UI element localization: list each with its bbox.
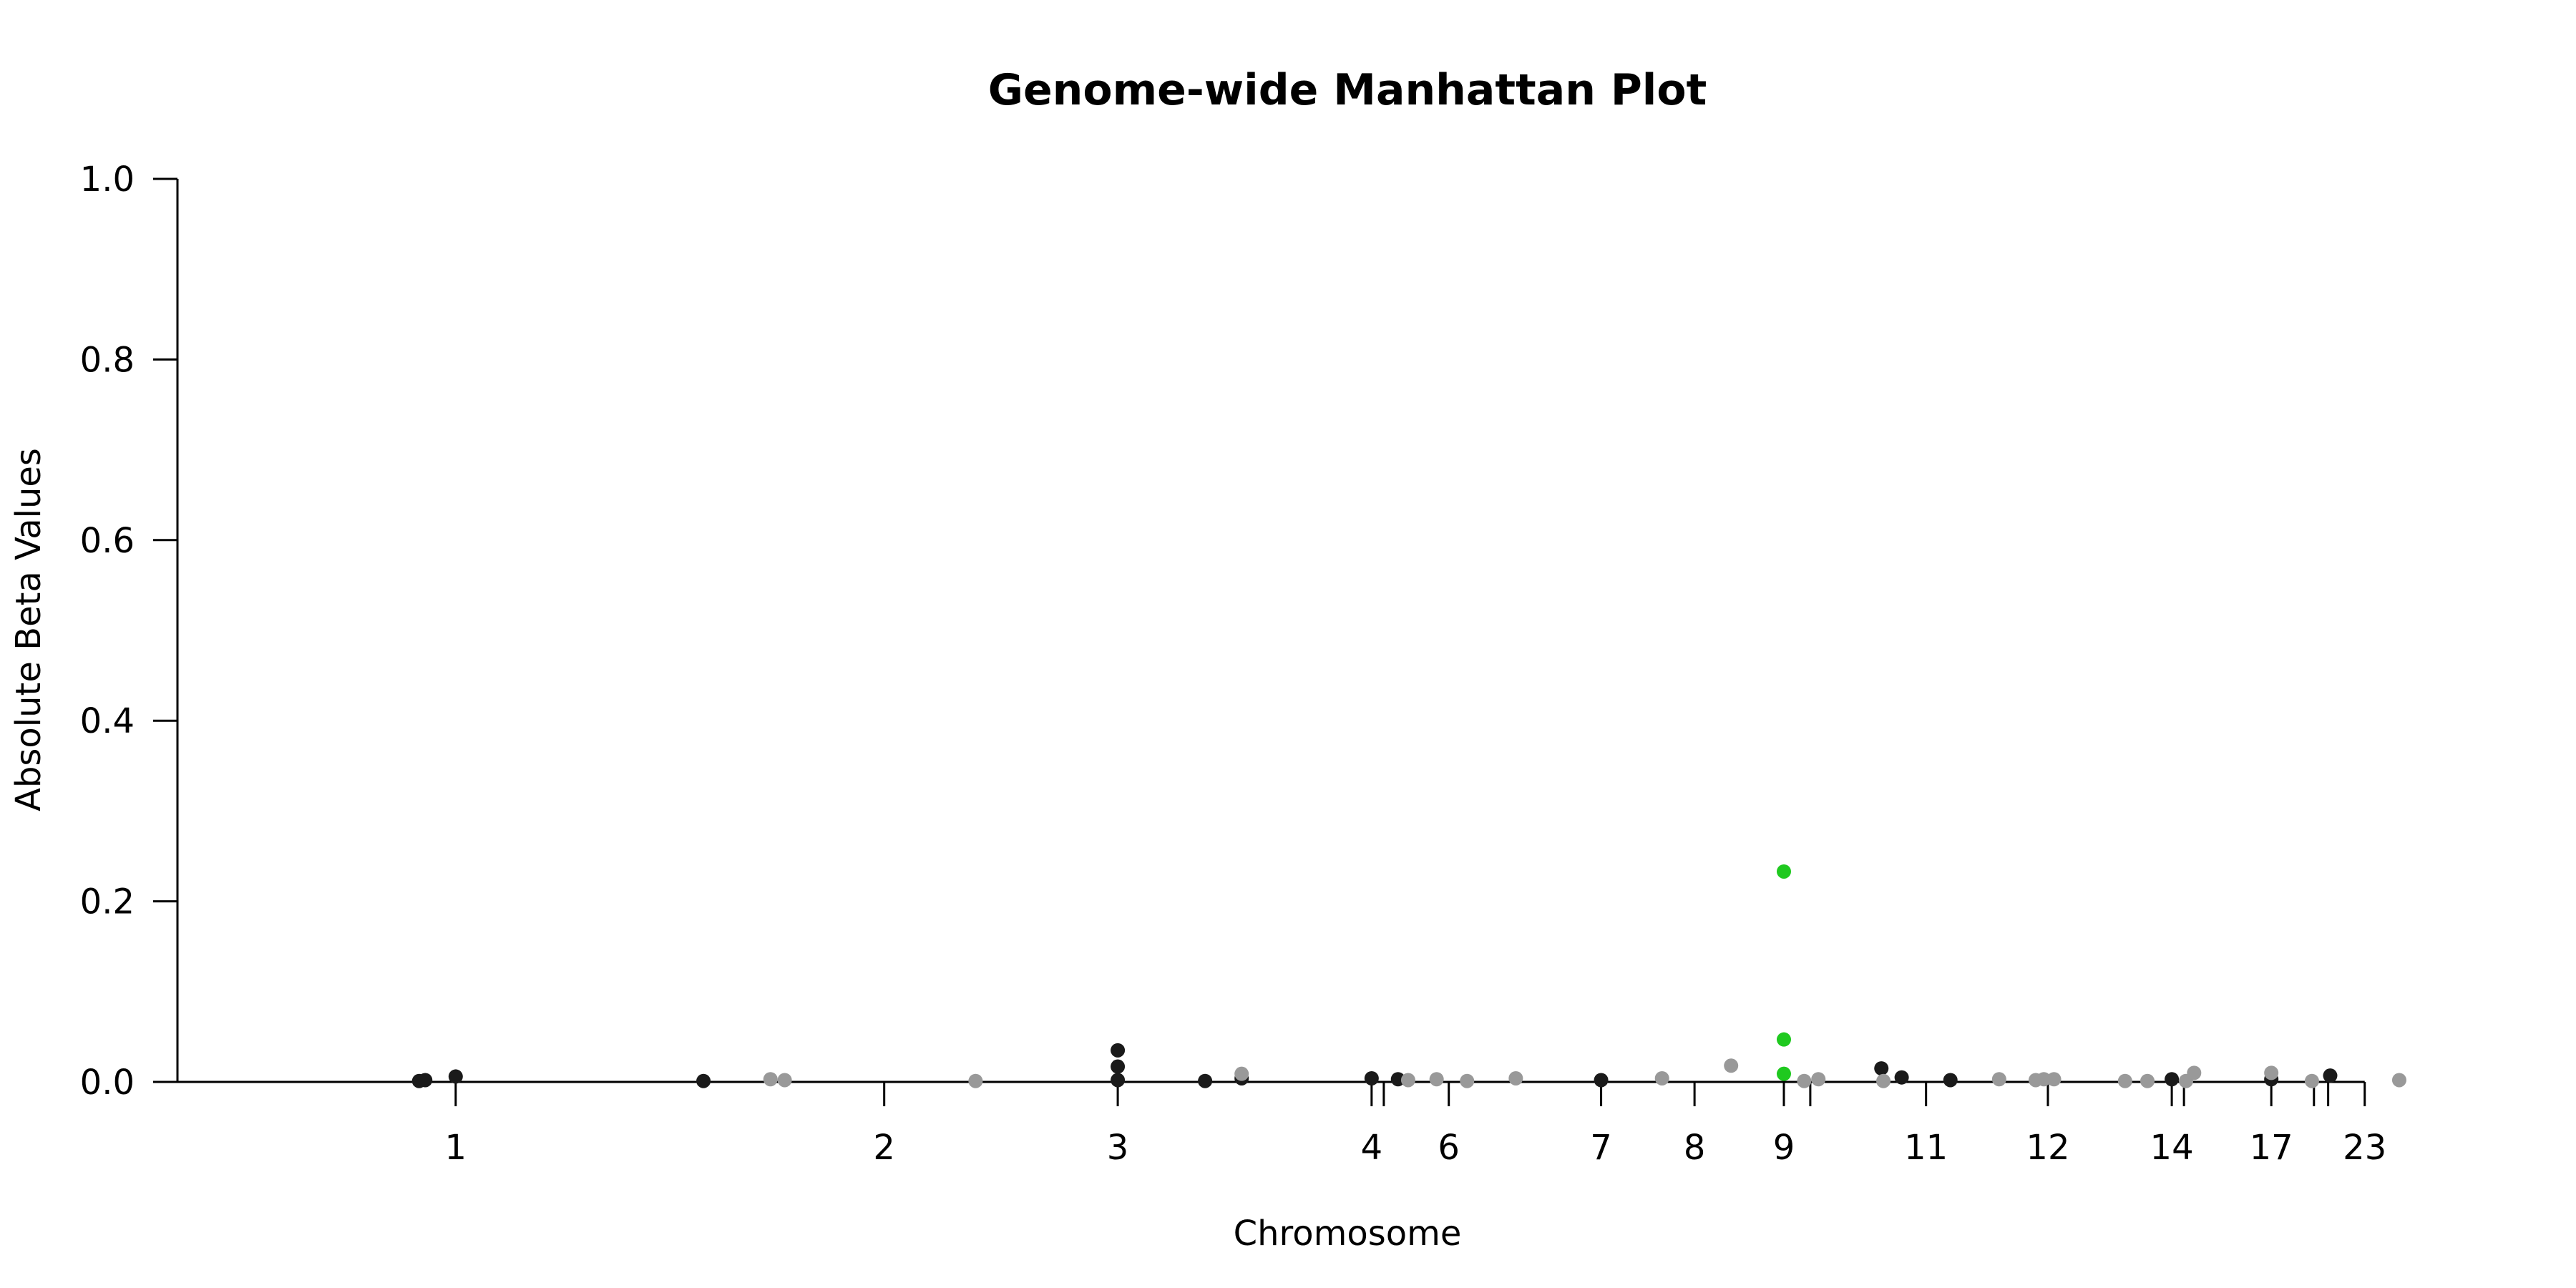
data-point-gray-13 <box>1991 1072 2006 1087</box>
data-point-gray-9 <box>1724 1058 1739 1073</box>
data-point-highlight-0 <box>1777 864 1792 879</box>
data-point-gray-11 <box>1811 1072 1826 1087</box>
x-tick-label-chr-12: 12 <box>2026 1128 2069 1168</box>
data-point-gray-23 <box>2391 1073 2406 1088</box>
data-point-gray-0 <box>763 1072 778 1087</box>
data-point-dark-6 <box>1111 1073 1126 1088</box>
x-tick-label-chr-7: 7 <box>1590 1128 1612 1168</box>
data-point-dark-7 <box>1198 1073 1213 1088</box>
data-point-gray-15 <box>2036 1072 2051 1087</box>
data-point-dark-9 <box>1364 1070 1379 1085</box>
data-point-dark-14 <box>1943 1073 1958 1088</box>
y-tick-label: 0.8 <box>80 340 135 380</box>
y-tick-label: 0.6 <box>80 521 135 561</box>
x-tick-label-chr-14: 14 <box>2150 1128 2194 1168</box>
data-point-dark-3 <box>696 1073 711 1088</box>
data-point-gray-4 <box>1400 1073 1415 1088</box>
data-point-dark-2 <box>448 1069 463 1084</box>
y-tick-label: 0.2 <box>80 882 135 922</box>
data-point-gray-16 <box>2046 1072 2062 1087</box>
x-tick-label-chr-2: 2 <box>873 1128 895 1168</box>
data-point-gray-1 <box>777 1073 792 1088</box>
data-point-gray-6 <box>1460 1073 1475 1088</box>
data-point-dark-12 <box>1874 1061 1889 1076</box>
data-point-dark-11 <box>1594 1073 1609 1088</box>
data-point-gray-2 <box>968 1073 983 1088</box>
x-tick-label-chr-1: 1 <box>445 1128 467 1168</box>
x-tick-label-chr-17: 17 <box>2250 1128 2293 1168</box>
data-point-highlight-2 <box>1777 1066 1792 1081</box>
data-point-highlight-1 <box>1777 1032 1792 1047</box>
x-tick-label-chr-4: 4 <box>1361 1128 1383 1168</box>
data-point-dark-1 <box>418 1073 433 1088</box>
x-axis: 1 2 3 4 6 7 8 9 11 12 14 17 23 <box>177 1080 2386 1168</box>
x-tick-label-chr-3: 3 <box>1107 1128 1129 1168</box>
chart-title: Genome-wide Manhattan Plot <box>988 65 1707 115</box>
x-tick-label-chr-9: 9 <box>1773 1128 1795 1168</box>
data-point-gray-8 <box>1654 1070 1669 1085</box>
data-point-gray-18 <box>2140 1073 2155 1088</box>
x-tick-label-chr-23: 23 <box>2343 1128 2386 1168</box>
data-points <box>411 864 2406 1088</box>
y-axis-label: Absolute Beta Values <box>9 448 49 811</box>
data-point-gray-21 <box>2264 1065 2279 1080</box>
data-point-gray-5 <box>1429 1072 1444 1087</box>
y-axis: 0.0 0.2 0.4 0.6 0.8 1.0 <box>80 160 179 1103</box>
data-point-dark-5 <box>1111 1059 1126 1074</box>
y-tick-label: 0.0 <box>80 1063 135 1103</box>
data-point-dark-13 <box>1894 1070 1909 1085</box>
data-point-gray-10 <box>1797 1073 1812 1088</box>
data-point-gray-17 <box>2117 1073 2132 1088</box>
y-tick-label: 0.4 <box>80 701 135 741</box>
data-point-gray-20 <box>2187 1065 2202 1080</box>
data-point-dark-4 <box>1111 1043 1126 1058</box>
data-point-dark-17 <box>2323 1068 2338 1083</box>
data-point-gray-12 <box>1876 1073 1891 1088</box>
data-point-gray-3 <box>1234 1066 1249 1081</box>
data-point-gray-7 <box>1508 1070 1523 1085</box>
data-point-gray-22 <box>2304 1073 2319 1088</box>
x-tick-label-chr-6: 6 <box>1438 1128 1460 1168</box>
x-tick-label-chr-11: 11 <box>1904 1128 1948 1168</box>
y-tick-label: 1.0 <box>80 160 135 200</box>
data-point-dark-15 <box>2165 1072 2180 1087</box>
x-tick-label-chr-8: 8 <box>1684 1128 1706 1168</box>
x-axis-label: Chromosome <box>1234 1214 1462 1254</box>
